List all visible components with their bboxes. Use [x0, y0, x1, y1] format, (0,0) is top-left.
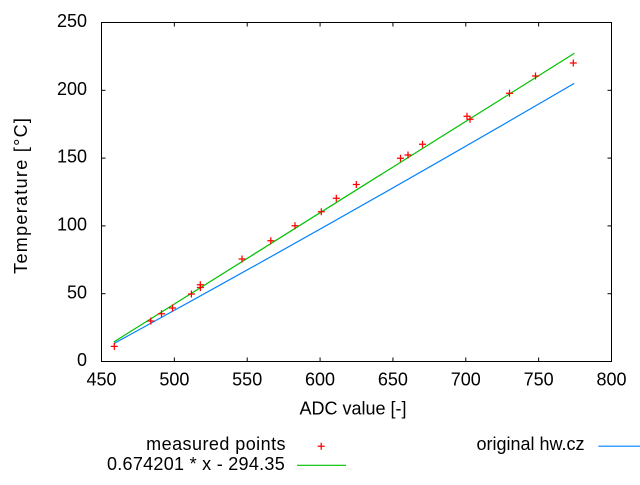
svg-text:Temperature [°C]: Temperature [°C] [11, 117, 31, 274]
svg-text:800: 800 [596, 370, 626, 390]
svg-text:original hw.cz: original hw.cz [476, 434, 584, 454]
svg-text:650: 650 [378, 370, 408, 390]
svg-text:50: 50 [67, 282, 87, 302]
svg-text:550: 550 [232, 370, 262, 390]
svg-text:0.674201 * x - 294.35: 0.674201 * x - 294.35 [107, 454, 285, 474]
svg-text:700: 700 [451, 370, 481, 390]
svg-text:0: 0 [77, 350, 87, 370]
svg-text:500: 500 [159, 370, 189, 390]
svg-text:150: 150 [57, 147, 87, 167]
svg-text:450: 450 [86, 370, 116, 390]
svg-text:750: 750 [524, 370, 554, 390]
svg-text:600: 600 [305, 370, 335, 390]
svg-text:100: 100 [57, 215, 87, 235]
svg-text:250: 250 [57, 11, 87, 31]
svg-text:ADC value [-]: ADC value [-] [299, 399, 406, 419]
svg-text:measured points: measured points [146, 434, 286, 454]
svg-text:200: 200 [57, 79, 87, 99]
